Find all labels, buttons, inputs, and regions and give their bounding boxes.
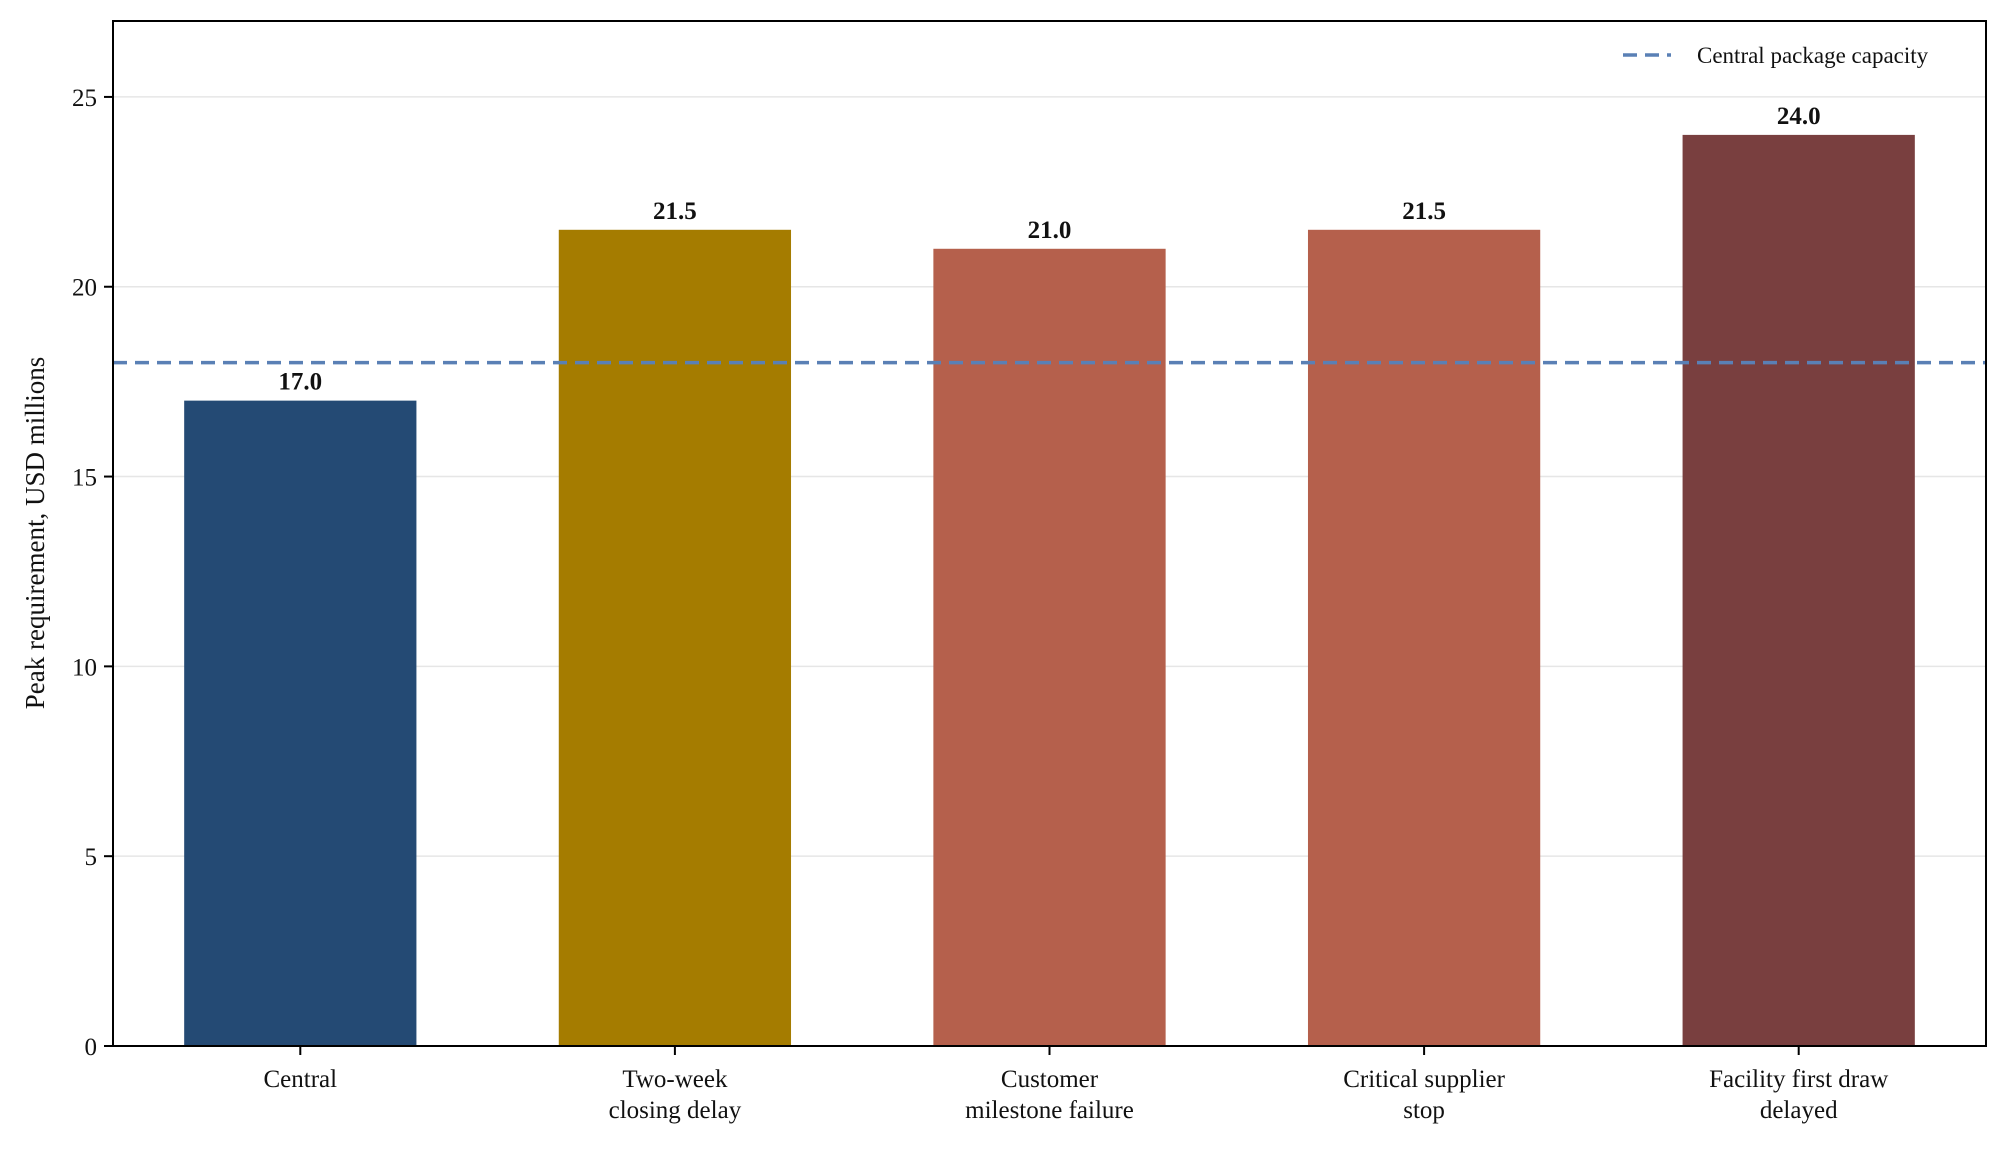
y-tick-label: 20 bbox=[72, 275, 97, 302]
x-tick-label-line: delayed bbox=[1760, 1097, 1838, 1124]
bar bbox=[933, 248, 1166, 1046]
x-tick-label-line: closing delay bbox=[609, 1097, 742, 1124]
x-tick-label-line: stop bbox=[1403, 1097, 1445, 1124]
x-tick-label-line: Central bbox=[264, 1066, 338, 1093]
x-tick-label-line: Customer bbox=[1001, 1066, 1099, 1093]
x-tick-label: Facility first draw delayed bbox=[1709, 1066, 1888, 1124]
bar bbox=[184, 400, 417, 1046]
x-tick-label: Critical supplier stop bbox=[1343, 1066, 1505, 1124]
bar-value-label: 21.0 bbox=[1028, 217, 1072, 244]
x-tick-label: Customer milestone failure bbox=[965, 1066, 1134, 1124]
bar bbox=[1682, 134, 1915, 1046]
bar-value-label: 21.5 bbox=[653, 198, 697, 225]
bar bbox=[1307, 229, 1541, 1047]
bars bbox=[184, 134, 1915, 1047]
y-tick-label: 15 bbox=[72, 465, 97, 492]
bar-value-label: 21.5 bbox=[1402, 198, 1446, 225]
bar bbox=[558, 229, 792, 1047]
bar-value-label: 17.0 bbox=[278, 369, 322, 396]
y-tick-label: 0 bbox=[85, 1034, 98, 1061]
legend: Central package capacity bbox=[1623, 43, 1929, 68]
x-tick-label-line: Two-week bbox=[622, 1066, 728, 1093]
x-axis: Central Two-week closing delay Customer mile… bbox=[264, 1046, 1888, 1124]
x-tick-label: Two-week closing delay bbox=[609, 1066, 742, 1124]
y-axis-title: Peak requirement, USD millions bbox=[20, 357, 50, 709]
x-tick-label-line: milestone failure bbox=[965, 1097, 1134, 1124]
value-labels: 17.0 21.5 21.0 21.5 24.0 bbox=[278, 103, 1820, 396]
x-tick-label-line: Facility first draw bbox=[1709, 1066, 1888, 1093]
x-tick-label: Central bbox=[264, 1066, 338, 1093]
y-axis: 0 5 10 15 20 25 bbox=[72, 85, 113, 1061]
x-tick-label-line: Critical supplier bbox=[1343, 1066, 1505, 1093]
legend-label: Central package capacity bbox=[1697, 43, 1929, 68]
y-tick-label: 10 bbox=[72, 654, 97, 681]
bar-value-label: 24.0 bbox=[1777, 103, 1821, 130]
y-tick-label: 25 bbox=[72, 85, 97, 112]
y-tick-label: 5 bbox=[85, 844, 98, 871]
